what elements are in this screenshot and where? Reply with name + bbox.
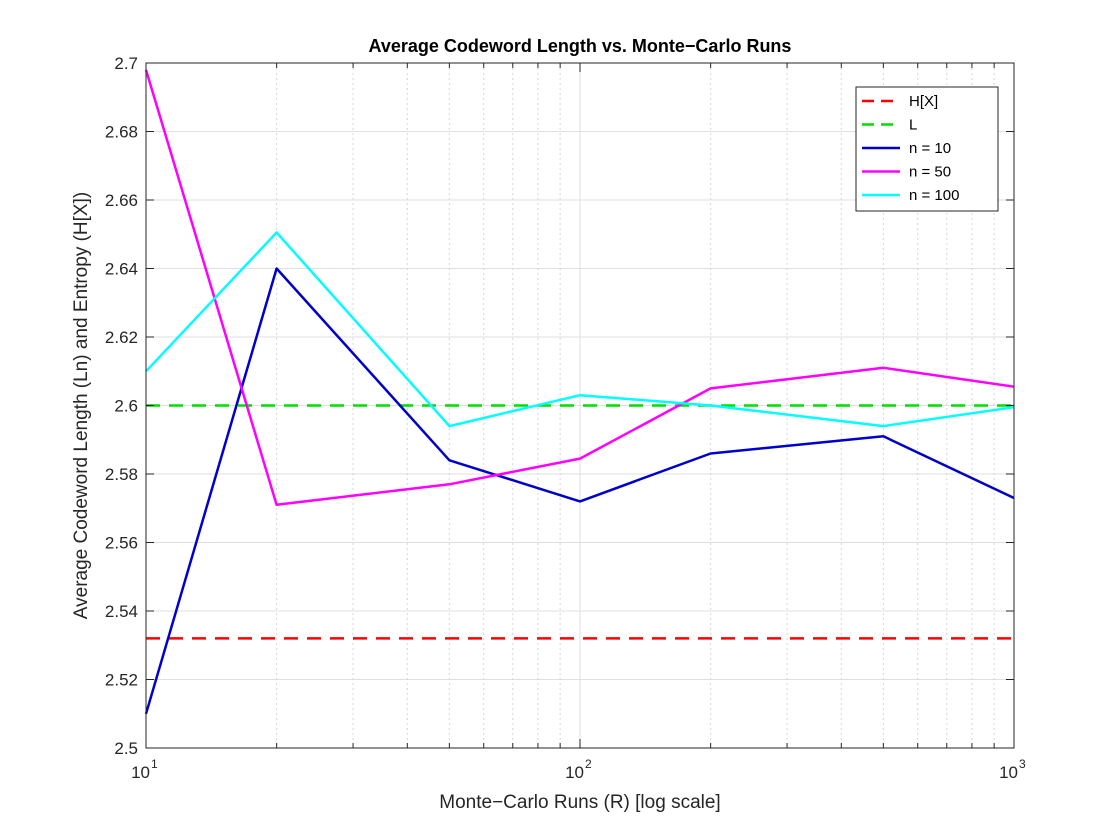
y-tick-label: 2.6	[114, 397, 138, 416]
y-tick-label: 2.56	[105, 534, 138, 553]
x-tick-label: 10 2	[565, 757, 592, 782]
legend: H[X] Ln = 10 n = 50 n = 100	[855, 86, 999, 212]
x-tick-label-base: 10	[999, 763, 1018, 782]
y-tick-label: 2.58	[105, 465, 138, 484]
x-tick-label-base: 10	[131, 763, 150, 782]
legend-label: n = 50	[909, 164, 951, 181]
legend-label: L	[909, 117, 917, 134]
x-tick-label-exponent: 1	[151, 757, 158, 771]
chart-title: Average Codeword Length vs. Monte−Carlo …	[369, 36, 792, 56]
y-tick-label: 2.54	[105, 602, 138, 621]
x-tick-label: 10 3	[999, 757, 1026, 782]
ticks: 2.5 2.52 2.54 2.56 2.58 2.6 2.62 2.64 2.66 2.68 2.…	[105, 54, 1026, 782]
series-layer	[144, 69, 1015, 715]
legend-item: n = 50	[862, 164, 951, 181]
series-line	[144, 69, 1015, 507]
legend-item: L	[862, 117, 917, 134]
y-axis-label: Average Codeword Length (Ln) and Entropy…	[71, 192, 92, 619]
legend-item: n = 10	[862, 140, 951, 157]
legend-label: n = 100	[909, 187, 959, 204]
x-tick-label-exponent: 2	[585, 757, 592, 771]
x-tick-label-exponent: 3	[1019, 757, 1026, 771]
series-line	[145, 231, 1015, 428]
y-tick-label: 2.64	[105, 260, 138, 279]
grid	[146, 63, 1014, 748]
x-tick-label: 10 1	[131, 757, 158, 782]
y-tick-label: 2.7	[114, 54, 138, 73]
y-tick-label: 2.66	[105, 191, 138, 210]
x-tick-label-base: 10	[565, 763, 584, 782]
y-tick-label: 2.52	[105, 671, 138, 690]
series-line	[144, 267, 1015, 715]
y-tick-label: 2.62	[105, 328, 138, 347]
legend-label: n = 10	[909, 140, 951, 157]
legend-label: H[X]	[909, 93, 938, 110]
legend-item: H[X]	[862, 93, 938, 110]
y-tick-label: 2.5	[114, 739, 138, 758]
x-axis-label: Monte−Carlo Runs (R) [log scale]	[439, 792, 720, 813]
y-tick-label: 2.68	[105, 123, 138, 142]
legend-item: n = 100	[862, 187, 959, 204]
